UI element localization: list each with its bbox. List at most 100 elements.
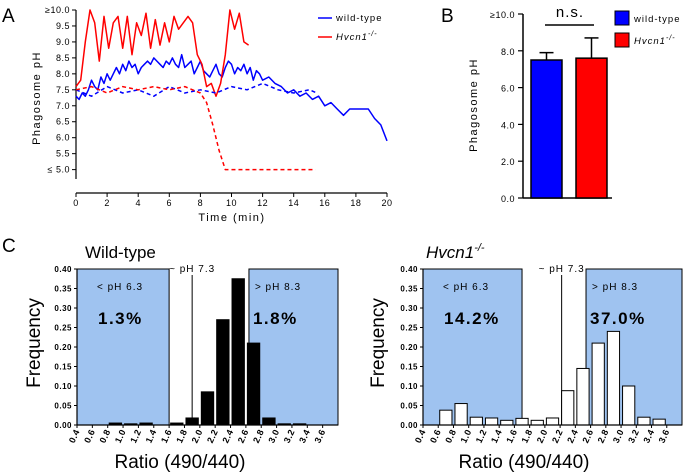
panel-b-bar	[575, 57, 608, 199]
legend-label-hvcn1-text: Hvcn1	[336, 32, 368, 43]
panel-a-y-tick-label: 9.0	[56, 37, 70, 47]
panel-b-y-tick-label: 4.0	[501, 120, 515, 130]
hist-left-x-tick-label: 0.4	[67, 428, 82, 445]
panel-a-x-tick-label: 12	[257, 198, 268, 208]
panel-c-left-xlabel: Ratio (490/440)	[115, 452, 246, 473]
legend-label-hvcn1: Hvcn1-/-	[336, 31, 378, 43]
panel-b: B Phagosome pH 0.0 2.0 4.0 6.0 8.0 ≥10.0 n.s.…	[441, 4, 681, 204]
panel-a-xlabel: Time (min)	[198, 212, 265, 224]
hist-left-x-tick-label: 3.2	[282, 428, 297, 445]
hist-left-bar	[231, 278, 245, 426]
hist-left-region-low-percent: 1.3%	[98, 309, 143, 328]
hist-right-y-tick-label: 0.35	[400, 285, 418, 294]
hist-left-bar	[262, 417, 276, 426]
panel-c-left-ylabel: Frequency	[24, 298, 45, 388]
hist-right-bar	[515, 417, 529, 426]
panel-c-right-title-text: Hvcn1	[426, 243, 474, 262]
panel-a-legend: wild-type Hvcn1-/-	[318, 13, 383, 43]
panel-a-x-tick-label: 14	[288, 198, 299, 208]
hist-left-region-low-label: < pH 6.3	[97, 282, 143, 293]
hist-left-x-tick-label: 1.2	[128, 428, 143, 445]
hist-left-y-tick-label: 0.20	[54, 343, 72, 352]
hist-left-x-tick-label: 2.8	[251, 428, 266, 445]
hist-right-bar	[622, 385, 636, 426]
panel-c-left: Wild-type Frequency Ratio (490/440) ~ pH…	[24, 243, 339, 473]
hist-right-x-tick-label: 2.0	[535, 428, 550, 445]
panel-c-right-title: Hvcn1-/-	[426, 242, 485, 262]
panel-a-x-tick-label: 6	[167, 198, 173, 208]
hist-right-x-tick-label: 2.6	[580, 428, 595, 445]
hist-right-x-tick-label: 2.8	[596, 428, 611, 445]
panel-b-bar	[530, 59, 563, 199]
hist-right-bar	[606, 330, 621, 426]
panel-a-series	[75, 9, 388, 171]
hist-right-bar	[545, 417, 560, 426]
hist-left-region-high	[248, 268, 339, 426]
hist-left-y-tick-label: 0.25	[54, 324, 72, 333]
panel-a-y-tick-label: 8.5	[56, 53, 70, 63]
hist-right-bar	[454, 403, 468, 426]
panel-a-x-tick-label: 16	[319, 198, 330, 208]
panel-c-right-xlabel: Ratio (490/440)	[459, 452, 590, 473]
hist-right-bar	[561, 390, 575, 426]
hist-left-bar	[185, 417, 199, 426]
hist-right-bar	[591, 342, 605, 426]
panel-c-letter: C	[2, 236, 16, 257]
panel-a-y-tick-label: 6.0	[56, 133, 70, 143]
legend-label-wild-type-b: wild-type	[633, 14, 681, 25]
hist-left-x-tick-label: 1.0	[113, 428, 128, 445]
hist-left-region-low	[76, 268, 170, 426]
hist-left-y-tick-label: 0.15	[54, 363, 72, 372]
hist-left-x-tick-label: 1.4	[144, 428, 159, 445]
hist-right-x-tick-label: 1.0	[459, 428, 474, 445]
hist-left-x-tick-label: 2.6	[236, 428, 251, 445]
hist-right-bar	[652, 418, 666, 426]
hist-right-x-tick-label: 0.8	[443, 428, 458, 445]
hist-right-y-tick-label: 0.40	[400, 265, 418, 274]
panel-a-series-line-2	[75, 82, 318, 97]
panel-c-left-title: Wild-type	[85, 243, 156, 262]
hist-right-center-label: ~ pH 7.3	[539, 264, 585, 275]
hist-right-x-tick-label: 1.6	[504, 428, 519, 445]
hist-right-y-tick-label: 0.20	[400, 343, 418, 352]
hist-left-x-tick-label: 3.4	[297, 428, 312, 445]
hist-right-bar	[637, 416, 651, 426]
hist-left-x-tick-label: 1.6	[159, 428, 174, 445]
hist-left-bar	[246, 342, 261, 426]
hist-right-region-low-label: < pH 6.3	[443, 282, 489, 293]
panel-b-bars	[530, 37, 608, 199]
legend-label-wild-type: wild-type	[335, 13, 383, 24]
hist-right-y-tick-label: 0.00	[400, 421, 418, 430]
hist-right-y-tick-label: 0.10	[400, 382, 418, 391]
hist-left-bar	[216, 319, 230, 426]
hist-left-x-tick-label: 0.6	[82, 428, 97, 445]
panel-a-y-tick-label: 6.5	[56, 117, 70, 127]
hist-left-center-label: ~ pH 7.3	[169, 264, 215, 275]
panel-b-axes: 0.0 2.0 4.0 6.0 8.0 ≥10.0	[490, 10, 612, 204]
hist-left-x-tick-label: 0.8	[98, 428, 113, 445]
hist-right-x-tick-label: 2.2	[550, 428, 565, 445]
panel-b-ylabel: Phagosome pH	[468, 58, 480, 152]
panel-a-x-tick-label: 2	[104, 198, 110, 208]
panel-a-letter: A	[2, 6, 15, 27]
legend-label-hvcn1-sup: -/-	[368, 31, 378, 38]
panel-a-x-tick-label: 10	[226, 198, 237, 208]
panel-b-legend: wild-type Hvcn1-/-	[614, 10, 681, 48]
panel-b-y-tick-label: 6.0	[501, 84, 515, 94]
hist-left-y-tick-label: 0.05	[54, 402, 72, 411]
panel-a-x-tick-label: 4	[135, 198, 141, 208]
hist-right-region-high-percent: 37.0%	[590, 309, 646, 328]
hist-right-x-tick-label: 0.6	[428, 428, 443, 445]
panel-a-y-tick-label: 7.5	[56, 85, 70, 95]
hist-left-x-tick-label: 2.0	[190, 428, 205, 445]
hist-right-bar	[439, 409, 453, 426]
panel-a-y-tick-label: ≥10.0	[45, 5, 70, 15]
panel-a-y-tick-label: 5.5	[56, 149, 70, 159]
panel-c-right: Hvcn1-/- Frequency Ratio (490/440) ~ pH …	[368, 242, 683, 473]
legend-label-hvcn1-b-text: Hvcn1	[634, 36, 666, 47]
hist-right-x-tick-label: 2.4	[565, 428, 580, 445]
hist-left-x-tick-label: 1.8	[174, 428, 189, 445]
panel-a-x-tick-label: 8	[198, 198, 204, 208]
panel-c-right-ylabel: Frequency	[368, 298, 389, 388]
